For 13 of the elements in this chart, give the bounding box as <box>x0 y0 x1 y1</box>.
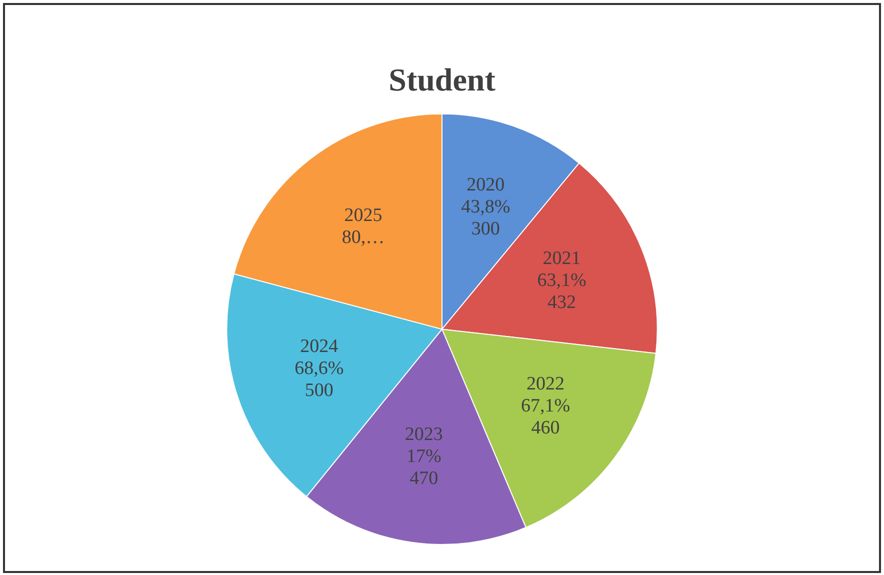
data-label: 80,… <box>342 226 385 248</box>
data-label: 68,6% 500 <box>294 358 344 402</box>
data-label: 17% 470 <box>406 446 442 490</box>
slice-label: 2022 <box>526 374 564 394</box>
slice-label: 2021 <box>542 248 581 269</box>
slice-label: 2024 <box>300 336 339 358</box>
slice-label: 2023 <box>404 424 443 446</box>
chart-title: Student <box>388 61 496 98</box>
data-label: 63,1% 432 <box>537 270 586 313</box>
slice-label: 2020 <box>466 174 505 196</box>
slice-label: 2025 <box>344 204 382 226</box>
data-label: 67,1% 460 <box>520 396 570 438</box>
data-label: 43,8% 300 <box>461 196 510 240</box>
